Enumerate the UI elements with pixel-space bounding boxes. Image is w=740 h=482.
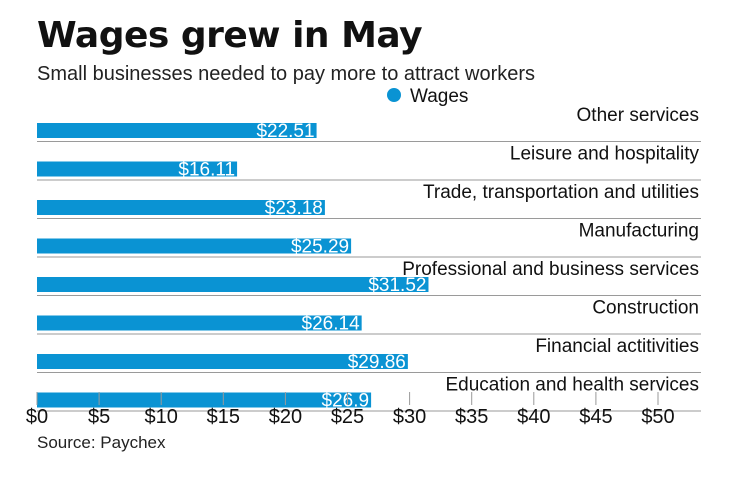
x-tick-label: $35 [455, 406, 488, 428]
legend-label: Wages [410, 86, 468, 107]
category-label: Education and health services [446, 375, 700, 396]
category-label: Professional and business services [402, 259, 699, 280]
x-tick-label: $40 [517, 406, 550, 428]
legend-marker [387, 88, 401, 102]
x-tick-label: $0 [26, 406, 48, 428]
data-label: $26.9 [322, 391, 370, 412]
x-tick-label: $50 [641, 406, 674, 428]
x-tick-label: $45 [579, 406, 612, 428]
category-label: Construction [592, 298, 699, 319]
data-label: $31.52 [368, 275, 426, 296]
data-label: $26.14 [302, 314, 361, 335]
chart-title: Wages grew in May [37, 15, 423, 56]
category-label: Leisure and hospitality [510, 144, 700, 165]
x-tick-label: $20 [269, 406, 302, 428]
x-tick-label: $5 [88, 406, 110, 428]
data-label: $25.29 [291, 237, 349, 258]
bar [37, 123, 317, 138]
data-label: $29.86 [348, 352, 406, 373]
bar [37, 392, 372, 408]
bar [37, 161, 238, 177]
category-label: Manufacturing [579, 221, 699, 242]
x-tick-label: $25 [331, 406, 364, 428]
bar [37, 238, 352, 254]
source-note: Source: Paychex [37, 433, 166, 452]
data-label: $22.51 [256, 121, 314, 142]
category-label: Trade, transportation and utilities [423, 182, 699, 203]
category-label: Financial actitivities [535, 336, 699, 357]
category-label: Other services [577, 105, 699, 126]
bar [37, 315, 362, 331]
data-label: $16.11 [178, 160, 235, 181]
bar [37, 277, 429, 292]
x-tick-label: $30 [393, 406, 426, 428]
x-tick-label: $15 [207, 406, 240, 428]
x-tick-label: $10 [145, 406, 178, 428]
data-label: $23.18 [265, 198, 323, 219]
bar [37, 200, 325, 215]
chart-subtitle: Small businesses needed to pay more to a… [37, 63, 536, 85]
bar [37, 354, 408, 369]
